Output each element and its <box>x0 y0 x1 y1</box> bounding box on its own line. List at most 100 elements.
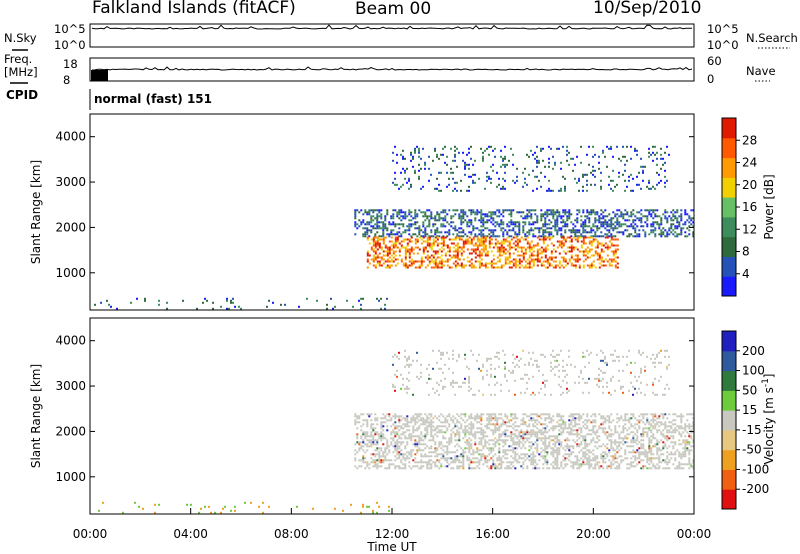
heatmap-cell <box>490 238 493 241</box>
heatmap-cell <box>486 213 489 216</box>
heatmap-cell <box>426 238 429 241</box>
heatmap-cell <box>556 221 559 224</box>
heatmap-cell <box>592 437 595 440</box>
heatmap-cell <box>528 264 531 267</box>
heatmap-cell <box>406 229 409 232</box>
heatmap-cell <box>436 425 439 428</box>
heatmap-cell <box>404 211 407 214</box>
heatmap-cell <box>692 459 695 462</box>
heatmap-cell <box>430 419 433 422</box>
heatmap-cell <box>622 443 625 446</box>
heatmap-cell <box>482 221 485 224</box>
heatmap-cell <box>568 419 571 422</box>
heatmap-cell <box>406 167 408 170</box>
heatmap-cell <box>582 453 585 456</box>
heatmap-cell <box>534 151 536 154</box>
heatmap-cell <box>536 419 539 422</box>
heatmap-cell <box>602 455 605 458</box>
heatmap-cell <box>586 189 588 192</box>
heatmap-cell <box>560 187 562 190</box>
heatmap-cell <box>532 461 535 464</box>
heatmap-cell <box>688 413 691 416</box>
heatmap-cell <box>550 221 553 224</box>
heatmap-cell <box>466 431 469 434</box>
heatmap-cell <box>558 425 561 428</box>
heatmap-cell <box>398 187 400 190</box>
heatmap-cell <box>556 211 559 214</box>
heatmap-cell <box>578 433 581 436</box>
heatmap-cell <box>524 391 526 394</box>
heatmap-cell <box>402 453 405 456</box>
heatmap-cell <box>384 303 386 306</box>
heatmap-cell <box>646 417 649 420</box>
heatmap-cell <box>654 221 657 224</box>
heatmap-cell <box>546 379 548 382</box>
heatmap-cell <box>608 433 611 436</box>
heatmap-cell <box>416 246 419 249</box>
heatmap-cell <box>668 421 671 424</box>
heatmap-cell <box>600 225 603 228</box>
heatmap-cell <box>648 445 651 448</box>
heatmap-cell <box>512 227 515 230</box>
heatmap-cell <box>404 264 407 267</box>
heatmap-cell <box>518 225 521 228</box>
heatmap-cell <box>512 443 515 446</box>
heatmap-cell <box>182 299 184 302</box>
heatmap-cell <box>560 393 562 396</box>
heatmap-cell <box>610 217 613 220</box>
heatmap-cell <box>626 441 629 444</box>
heatmap-cell <box>500 383 502 386</box>
heatmap-cell <box>394 246 397 249</box>
heatmap-cell <box>496 240 499 243</box>
heatmap-cell <box>634 433 637 436</box>
heatmap-cell <box>464 421 467 424</box>
heatmap-cell <box>572 229 575 232</box>
heatmap-cell <box>458 427 461 430</box>
heatmap-cell <box>544 431 547 434</box>
heatmap-cell <box>578 465 581 468</box>
heatmap-cell <box>526 387 528 390</box>
heatmap-cell <box>414 169 416 172</box>
heatmap-cell <box>144 299 146 302</box>
heatmap-cell <box>650 425 653 428</box>
heatmap-cell <box>610 465 613 468</box>
heatmap-cell <box>616 223 619 226</box>
heatmap-cell <box>396 453 399 456</box>
heatmap-cell <box>428 363 430 366</box>
heatmap-cell <box>626 419 629 422</box>
heatmap-cell <box>404 250 407 253</box>
heatmap-cell <box>464 427 467 430</box>
heatmap-cell <box>224 505 226 508</box>
heatmap-cell <box>532 223 535 226</box>
heatmap-cell <box>664 467 667 470</box>
heatmap-cell <box>538 161 540 164</box>
heatmap-cell <box>618 225 621 228</box>
heatmap-cell <box>258 505 260 508</box>
heatmap-cell <box>504 240 507 243</box>
heatmap-cell <box>572 157 574 160</box>
heatmap-cell <box>514 425 517 428</box>
heatmap-cell <box>372 437 375 440</box>
heatmap-cell <box>636 431 639 434</box>
heatmap-cell <box>532 351 534 354</box>
heatmap-cell <box>326 307 328 310</box>
heatmap-cell <box>372 465 375 468</box>
heatmap-cell <box>604 221 607 224</box>
heatmap-cell <box>544 449 547 452</box>
heatmap-cell <box>480 427 483 430</box>
heatmap-cell <box>612 457 615 460</box>
heatmap-cell <box>572 236 575 239</box>
heatmap-cell <box>652 435 655 438</box>
heatmap-cell <box>538 437 541 440</box>
heatmap-cell <box>590 441 593 444</box>
heatmap-cell <box>414 439 417 442</box>
heatmap-cell <box>472 425 475 428</box>
heatmap-cell <box>638 235 641 238</box>
heatmap-cell <box>600 223 603 226</box>
heatmap-cell <box>580 427 583 430</box>
heatmap-cell <box>440 260 443 263</box>
heatmap-cell <box>590 235 593 238</box>
heatmap-cell <box>404 254 407 257</box>
heatmap-cell <box>364 443 367 446</box>
heatmap-cell <box>582 231 585 234</box>
